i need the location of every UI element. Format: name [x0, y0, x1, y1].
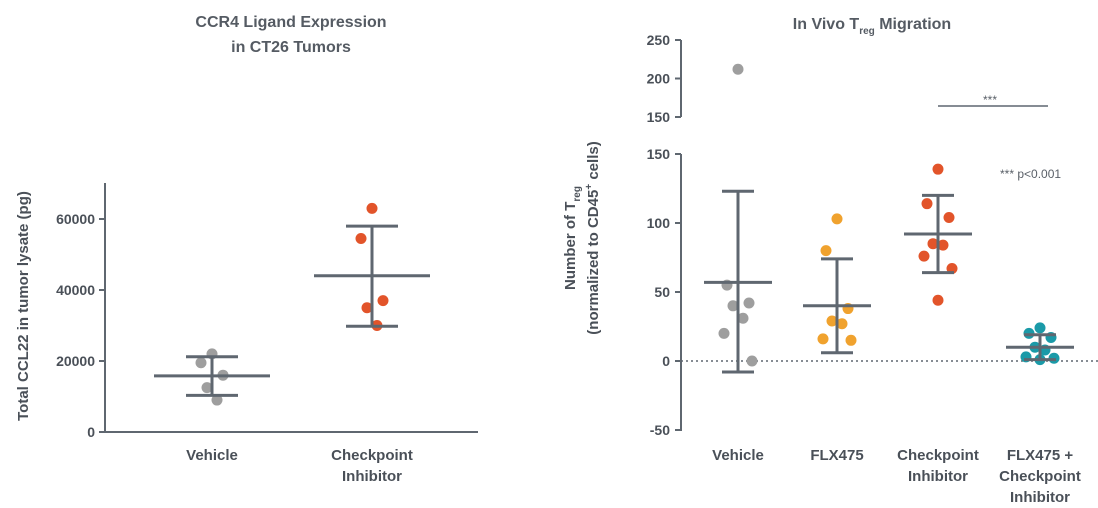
data-point-vehicle: [727, 300, 739, 312]
y-tick-label: 60000: [56, 211, 95, 227]
chart-ccl22: CCR4 Ligand Expression in CT26 Tumors To…: [15, 14, 478, 485]
data-point-checkpoint-inhibitor: [937, 239, 949, 251]
ylabel2-suffix: cells): [585, 141, 602, 184]
ylabel2-prefix: (normalized to CD45: [585, 190, 602, 335]
y-tick-label: 250: [647, 32, 671, 48]
y-tick-label: 50: [654, 284, 670, 300]
data-point-checkpoint-inhibitor: [921, 198, 933, 210]
y-tick-label: 200: [647, 71, 671, 87]
title-subscript: reg: [859, 26, 875, 37]
data-point-checkpoint-inhibitor: [355, 233, 367, 245]
y-axis-label: Total CCL22 in tumor lysate (pg): [15, 191, 32, 421]
data-point-flx475: [831, 213, 843, 225]
category-group-flx475: [803, 213, 871, 355]
data-point-vehicle: [737, 312, 749, 324]
ylabel2-superscript: +: [584, 184, 595, 190]
data-point-checkpoint-inhibitor: [366, 202, 378, 214]
data-point-checkpoint-inhibitor: [932, 294, 944, 306]
data-point-checkpoint-inhibitor: [377, 295, 389, 307]
chart-title-line-1: CCR4 Ligand Expression: [195, 14, 386, 31]
y-tick-label: 100: [647, 215, 671, 231]
data-point-checkpoint-inhibitor: [361, 302, 373, 314]
data-marks: [154, 202, 430, 406]
data-point-vehicle: [211, 394, 223, 406]
significance-stars: ***: [983, 93, 997, 107]
data-point-flx475: [820, 245, 832, 257]
category-label-checkpoint-inhibitor: Checkpoint: [897, 447, 979, 464]
category-group-vehicle: [154, 348, 270, 406]
category-group-vehicle: [704, 63, 772, 374]
data-point-flx475: [817, 333, 829, 345]
y-ticks: 150 200 250 -50 0 50 100 150: [647, 32, 681, 438]
data-point-vehicle: [732, 63, 744, 75]
data-point-checkpoint-inhibitor: [943, 211, 955, 223]
category-label-vehicle: Vehicle: [712, 447, 764, 464]
category-label-flx475-checkpoint-inhibitor: Checkpoint: [999, 468, 1081, 485]
data-point-flx475: [826, 315, 838, 327]
title-suffix: Migration: [875, 16, 951, 33]
category-label-flx475-checkpoint-inhibitor: FLX475 +: [1007, 447, 1074, 464]
category-labels: Vehicle FLX475 Checkpoint Inhibitor FLX475 +…: [712, 447, 1081, 506]
chart-title: In Vivo Treg Migration: [793, 16, 951, 37]
category-group-checkpoint-inhibitor: [314, 202, 430, 331]
y-ticks: 0 20000 40000 60000: [56, 211, 105, 440]
y-tick-label: -50: [650, 422, 670, 438]
category-label-checkpoint-inhibitor: Checkpoint: [331, 447, 413, 464]
y-tick-label: 20000: [56, 353, 95, 369]
y-axis-label-line-2: (normalized to CD45+ cells): [584, 141, 602, 334]
y-tick-label: 40000: [56, 282, 95, 298]
data-marks: [704, 63, 1074, 374]
category-labels: Vehicle Checkpoint Inhibitor: [186, 447, 413, 485]
data-point-checkpoint-inhibitor: [927, 238, 939, 250]
data-point-vehicle: [195, 357, 207, 369]
y-tick-label: 0: [662, 353, 670, 369]
data-point-flx475: [845, 334, 857, 346]
title-prefix: In Vivo T: [793, 16, 860, 33]
y-axis-label-line-1: Number of Treg: [562, 186, 583, 290]
ylabel-prefix: Number of T: [562, 202, 579, 290]
y-tick-label: 150: [647, 146, 671, 162]
chart-treg-migration: In Vivo Treg Migration Number of Treg (n…: [562, 16, 1098, 506]
data-point-checkpoint-inhibitor: [932, 163, 944, 175]
data-point-flx475-checkpoint-inhibitor: [1034, 322, 1046, 334]
p-value-annotation: *** p<0.001: [1000, 167, 1061, 181]
category-group-flx475-checkpoint-inhibitor: [1006, 322, 1074, 366]
category-label-checkpoint-inhibitor: Inhibitor: [342, 468, 402, 485]
data-point-flx475: [836, 318, 848, 330]
data-point-vehicle: [201, 382, 213, 394]
category-label-flx475: FLX475: [810, 447, 863, 464]
category-label-flx475-checkpoint-inhibitor: Inhibitor: [1010, 489, 1070, 506]
category-group-checkpoint-inhibitor: [904, 163, 972, 306]
y-tick-label: 0: [87, 424, 95, 440]
ylabel-subscript: reg: [572, 186, 583, 202]
y-tick-label: 150: [647, 109, 671, 125]
chart-title-line-2: in CT26 Tumors: [231, 39, 351, 56]
category-label-vehicle: Vehicle: [186, 447, 238, 464]
category-label-checkpoint-inhibitor: Inhibitor: [908, 468, 968, 485]
data-point-vehicle: [718, 327, 730, 339]
data-point-vehicle: [746, 355, 758, 367]
data-point-vehicle: [743, 297, 755, 309]
data-point-checkpoint-inhibitor: [918, 250, 930, 262]
